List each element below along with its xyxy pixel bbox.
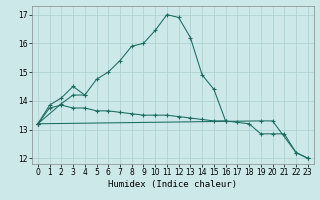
X-axis label: Humidex (Indice chaleur): Humidex (Indice chaleur) bbox=[108, 180, 237, 189]
